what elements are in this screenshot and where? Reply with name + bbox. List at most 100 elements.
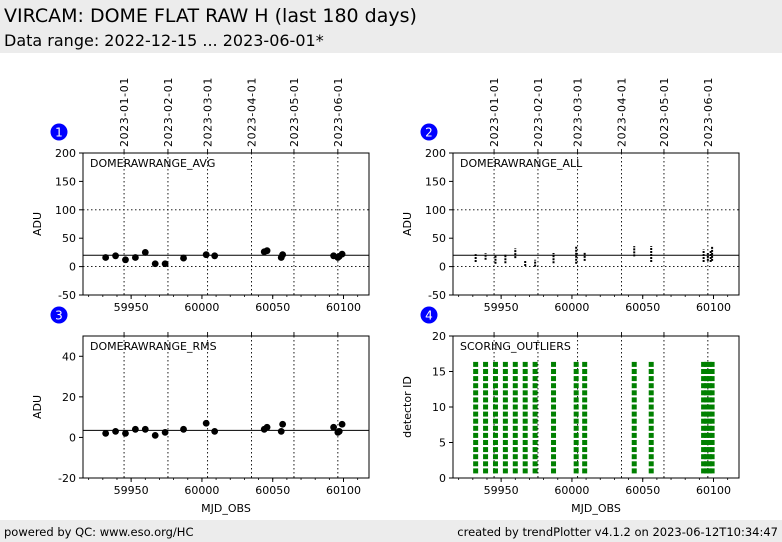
panel-4-outlier-marker bbox=[492, 397, 498, 403]
panel-4-outlier-marker bbox=[532, 404, 538, 410]
panel-4-outlier-marker bbox=[701, 361, 707, 367]
panel-4-outlier-marker bbox=[532, 440, 538, 445]
panel-2-x-tick-label: 60100 bbox=[696, 301, 731, 314]
panel-4-outlier-marker bbox=[631, 468, 637, 474]
panel-4-outlier-marker bbox=[483, 418, 489, 424]
panel-4-outlier-marker bbox=[582, 361, 588, 367]
panel-1-data-point bbox=[211, 252, 219, 260]
panel-4-outlier-marker bbox=[709, 361, 715, 367]
panel-4-outlier-marker bbox=[473, 383, 479, 389]
panel-4-outlier-marker bbox=[492, 369, 498, 374]
panel-4-outlier-marker bbox=[706, 425, 712, 431]
panel-4-outlier-marker bbox=[502, 361, 508, 367]
panel-4-outlier-marker bbox=[502, 440, 508, 445]
panel-4-outlier-marker bbox=[709, 383, 715, 389]
panel-3-panel-title: DOMERAWRANGE_RMS bbox=[90, 340, 217, 353]
panel-4-outlier-marker bbox=[573, 390, 579, 396]
panel-4-outlier-marker bbox=[709, 432, 715, 438]
panel-2-date-tick-label: 2023-02-01 bbox=[532, 77, 545, 147]
panel-4-outlier-marker bbox=[473, 361, 479, 367]
panel-4-outlier-marker bbox=[631, 369, 637, 374]
panel-4-outlier-marker bbox=[522, 361, 528, 367]
panel-4-outlier-marker bbox=[582, 397, 588, 403]
panel-4-outlier-marker bbox=[502, 369, 508, 374]
panel-4-outlier-marker bbox=[551, 376, 557, 382]
panel-4-outlier-marker bbox=[532, 418, 538, 424]
panel-4-outlier-marker bbox=[701, 369, 707, 374]
panel-1-y-tick-label: -50 bbox=[58, 289, 76, 302]
panel-4-outlier-marker bbox=[631, 418, 637, 424]
panel-4-outlier-marker bbox=[551, 461, 557, 467]
panel-4-outlier-marker bbox=[573, 383, 579, 389]
panel-4-outlier-marker bbox=[473, 418, 479, 424]
panel-4-outlier-marker bbox=[483, 397, 489, 403]
panel-4-outlier-marker bbox=[473, 404, 479, 410]
panel-4-outlier-marker bbox=[522, 418, 528, 424]
panel-1-data-point bbox=[263, 247, 271, 255]
panel-4-outlier-marker bbox=[522, 461, 528, 467]
panel-2-y-tick-label: 200 bbox=[425, 147, 446, 160]
panel-4-outlier-marker bbox=[709, 454, 715, 460]
panel-4-panel-title: SCORING_OUTLIERS bbox=[460, 340, 571, 353]
panel-4-outlier-marker bbox=[703, 369, 709, 374]
panel-4-outlier-marker bbox=[532, 361, 538, 367]
panel-4-outlier-marker bbox=[532, 454, 538, 460]
panel-4-outlier-marker bbox=[551, 425, 557, 431]
panel-4-x-tick-label: 60050 bbox=[625, 484, 660, 497]
panel-3-data-point bbox=[338, 420, 346, 428]
panel-4-outlier-marker bbox=[701, 397, 707, 403]
panel-4-outlier-marker bbox=[703, 411, 709, 417]
panel-4-outlier-marker bbox=[502, 383, 508, 389]
panel-3-data-point bbox=[335, 427, 343, 435]
header-bar bbox=[0, 0, 782, 53]
panel-4-outlier-marker bbox=[631, 432, 637, 438]
panel-2-y-tick-label: 100 bbox=[425, 204, 446, 217]
panel-4-outlier-marker bbox=[502, 454, 508, 460]
panel-3-y-tick-label: 40 bbox=[62, 350, 76, 363]
panel-4-outlier-marker bbox=[502, 404, 508, 410]
panel-3-x-tick-label: 59950 bbox=[114, 484, 149, 497]
panel-4-outlier-marker bbox=[573, 440, 579, 445]
panel-4-outlier-marker bbox=[706, 361, 712, 367]
panel-1-data-point bbox=[180, 254, 187, 262]
panel-1-data-point bbox=[151, 260, 159, 268]
panel-4-outlier-marker bbox=[648, 383, 654, 389]
panel-4-outlier-marker bbox=[532, 390, 538, 396]
panel-4-outlier-marker bbox=[582, 432, 588, 438]
panel-4-outlier-marker bbox=[709, 397, 715, 403]
panel-4-outlier-marker bbox=[502, 425, 508, 431]
panel-4-outlier-marker bbox=[582, 383, 588, 389]
panel-4-outlier-marker bbox=[703, 376, 709, 382]
panel-4-outlier-marker bbox=[522, 404, 528, 410]
panel-4-outlier-marker bbox=[631, 390, 637, 396]
panel-3-x-axis-label: MJD_OBS bbox=[201, 502, 251, 515]
panel-2-y-tick-label: -50 bbox=[428, 289, 446, 302]
panel-4-outlier-marker bbox=[648, 425, 654, 431]
panel-4-outlier-marker bbox=[573, 418, 579, 424]
panel-4-outlier-marker bbox=[706, 369, 712, 374]
panel-4-outlier-marker bbox=[709, 440, 715, 445]
panel-1-date-tick-label: 2023-04-01 bbox=[245, 77, 258, 147]
panel-2-date-tick-label: 2023-01-01 bbox=[488, 77, 501, 147]
panel-4-outlier-marker bbox=[648, 454, 654, 460]
panel-1-date-tick-label: 2023-06-01 bbox=[332, 77, 345, 147]
panel-3-data-point bbox=[102, 429, 110, 437]
panel-4-outlier-marker bbox=[522, 425, 528, 431]
panel-4-outlier-marker bbox=[522, 440, 528, 445]
panel-4-outlier-marker bbox=[483, 376, 489, 382]
panel-3-data-point bbox=[277, 427, 285, 435]
panel-4-outlier-marker bbox=[582, 447, 588, 453]
panel-4-outlier-marker bbox=[582, 369, 588, 374]
panel-4-outlier-marker bbox=[709, 369, 715, 374]
panel-4-outlier-marker bbox=[522, 369, 528, 374]
panel-4-outlier-marker bbox=[502, 418, 508, 424]
panel-4-outlier-marker bbox=[582, 454, 588, 460]
panel-4-outlier-marker bbox=[709, 418, 715, 424]
panel-4-outlier-marker bbox=[573, 425, 579, 431]
panel-4-outlier-marker bbox=[502, 411, 508, 417]
panel-4-outlier-marker bbox=[483, 361, 489, 367]
panel-4-outlier-marker bbox=[492, 447, 498, 453]
panel-4-outlier-marker bbox=[582, 411, 588, 417]
panel-4-outlier-marker bbox=[648, 411, 654, 417]
panel-4-y-tick-label: 0 bbox=[439, 472, 446, 485]
